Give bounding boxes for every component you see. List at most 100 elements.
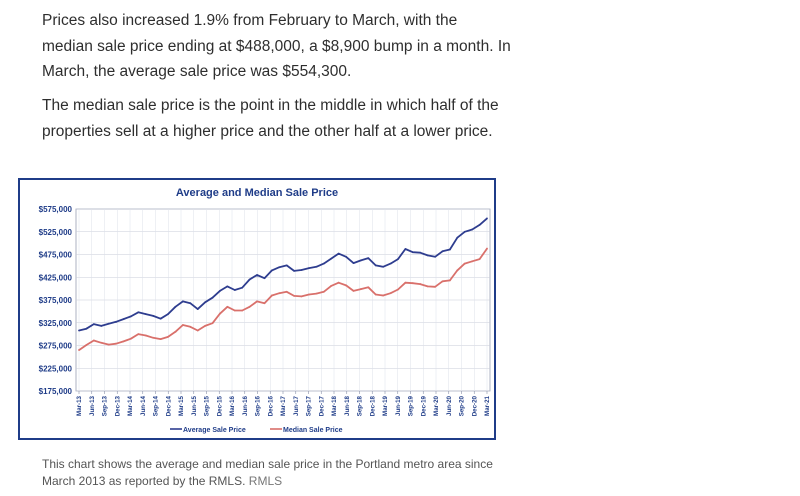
average-price-point [226,285,229,288]
median-price-point [308,293,310,296]
median-price-point [486,247,488,250]
average-price-point [152,315,155,317]
x-tick-label: Mar-19 [382,395,389,416]
median-price-point [85,344,88,346]
average-price-point [345,255,347,258]
article-paragraph-price-increase: Prices also increased 1.9% from February… [42,12,511,80]
average-price-point [471,228,474,231]
median-price-point [352,290,355,292]
x-tick-label: Sep-19 [408,395,415,416]
average-price-point [144,313,147,316]
median-price-point [278,292,281,295]
median-price-point [397,288,399,291]
average-price-point [374,264,377,267]
average-price-point [100,325,103,327]
average-price-point [211,296,214,299]
median-price-point [426,285,429,288]
chart-title: Average and Median Sale Price [175,187,339,199]
median-price-point [159,338,162,341]
chart-caption: This chart shows the average and median … [42,456,512,490]
average-price-point [359,259,362,262]
median-price-point [449,279,451,282]
median-price-point [359,288,362,290]
x-tick-label: Jun-16 [242,395,249,416]
average-price-point [248,278,251,281]
x-tick-label: Dec-15 [216,395,223,416]
median-price-point [241,309,244,312]
x-tick-label: Mar-16 [229,395,236,416]
caption-text: This chart shows the average and median … [42,457,493,488]
y-tick-label: $475,000 [39,251,73,260]
x-tick-label: Sep-17 [306,395,313,416]
average-price-point [92,323,95,326]
average-price-point [107,322,110,325]
average-price-point [219,290,221,292]
average-price-point [300,269,303,271]
median-price-point [130,337,132,340]
x-tick-label: Dec-19 [420,395,427,416]
average-price-point [78,329,80,332]
median-price-point [419,283,422,285]
median-price-point [367,286,370,289]
average-price-line [78,217,488,332]
average-price-point [181,300,184,303]
x-tick-label: Jun-14 [140,395,147,416]
median-price-point [196,329,199,332]
median-price-point [441,280,444,283]
median-price-point [152,336,155,339]
x-tick-label: Sep-13 [102,395,109,416]
x-tick-label: Jun-19 [395,395,402,416]
average-price-point [308,267,310,270]
average-price-point [115,320,117,323]
median-price-point [293,295,296,297]
average-price-point [241,286,244,289]
x-tick-label: Dec-17 [318,395,325,416]
median-price-point [189,325,192,328]
median-price-point [389,292,392,295]
median-price-point [411,282,414,285]
average-price-point [389,262,392,265]
x-tick-label: Dec-18 [369,395,376,416]
average-price-point [233,289,236,291]
average-price-point [478,224,481,226]
median-price-point [300,295,303,298]
median-price-point [404,281,407,284]
average-price-point [85,327,88,330]
median-price-point [434,285,436,288]
median-price-point [256,300,258,303]
median-price-point [181,324,184,326]
x-tick-label: Sep-18 [357,395,364,416]
x-tick-label: Sep-20 [459,395,466,416]
median-price-point [211,322,214,325]
x-tick-label: Sep-16 [255,395,262,416]
average-price-point [137,311,140,314]
median-price-point [167,335,169,338]
x-tick-label: Dec-13 [114,395,121,416]
y-tick-label: $375,000 [39,296,73,305]
average-price-point [285,264,288,267]
legend-median-label: Median Sale Price [283,427,343,434]
average-price-point [189,302,192,305]
average-price-point [270,269,273,272]
caption-source: RMLS [248,474,283,488]
median-price-point [78,349,80,351]
chart-plot-area: $575,000 $525,000 $475,000 $425,000 $375,000… [39,205,491,434]
average-price-point [196,308,199,310]
x-tick-label: Mar-14 [127,395,134,416]
median-price-point [330,284,333,287]
median-price-point [463,262,466,265]
median-price-point [122,340,125,343]
average-price-point [337,252,340,255]
y-tick-label: $575,000 [39,205,73,214]
x-tick-label: Mar-17 [280,395,287,416]
average-price-point [441,250,444,253]
average-price-point [263,277,266,280]
average-price-point [404,248,407,250]
y-tick-label: $175,000 [39,387,73,396]
median-price-point [322,290,325,293]
x-tick-label: Dec-16 [267,395,274,416]
average-price-point [463,230,466,233]
average-price-point [486,217,488,220]
median-price-line [78,248,488,351]
y-tick-label: $525,000 [39,228,73,237]
